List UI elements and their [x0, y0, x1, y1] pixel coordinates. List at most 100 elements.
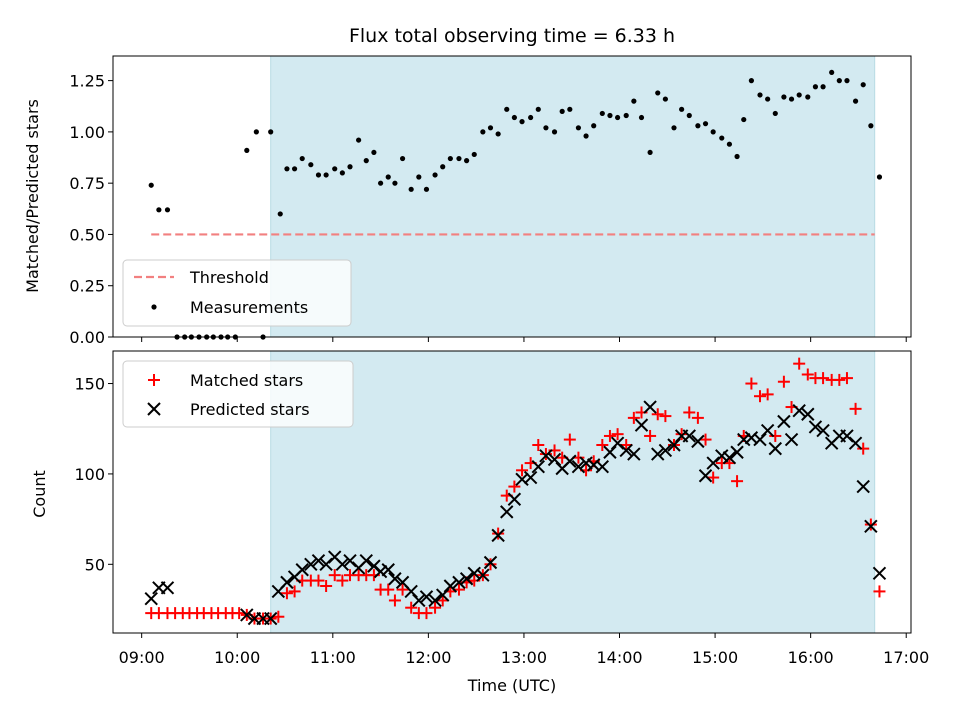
top-ytick-label: 0.25	[69, 277, 105, 296]
predicted-star-point	[848, 436, 863, 450]
measurement-point	[528, 114, 534, 121]
measurement-point	[623, 112, 629, 119]
predicted-star-point	[864, 519, 878, 534]
measurement-point	[765, 96, 771, 102]
measurement-point	[447, 155, 453, 162]
matched-star-point	[620, 439, 633, 451]
predicted-star-point	[160, 581, 175, 595]
bottom-ytick-label: 100	[74, 465, 105, 484]
matched-star-point	[396, 583, 409, 596]
ylabel-top: Matched/Predicted stars	[23, 99, 42, 293]
predicted-star-point	[459, 572, 474, 586]
predicted-star-point	[777, 414, 791, 429]
measurement-point	[392, 180, 398, 186]
matched-star-point	[777, 375, 790, 388]
matched-star-point	[429, 601, 442, 614]
measurement-point	[719, 135, 725, 141]
top-ytick-label: 0.00	[69, 328, 105, 347]
panel-top-ratio: Threshold Measurements 0.00 0.25 0.50 0.75 1…	[69, 55, 912, 347]
measurement-point	[308, 162, 314, 168]
predicted-star-point	[483, 555, 498, 570]
predicted-star-point	[801, 407, 815, 421]
bottom-ytick-label: 150	[74, 375, 105, 394]
predicted-star-point	[808, 420, 823, 434]
predicted-star-point	[539, 449, 553, 463]
top-ytick-label: 1.25	[69, 72, 105, 91]
matched-star-point	[840, 372, 853, 385]
predicted-star-point	[658, 443, 673, 458]
matched-star-point	[691, 411, 704, 424]
matched-star-point	[627, 411, 640, 424]
measurement-point	[788, 96, 795, 102]
measurement-point	[408, 186, 414, 192]
measurement-point	[323, 172, 329, 178]
legend-predicted-swatch	[147, 402, 161, 416]
predicted-star-point	[381, 563, 395, 577]
predicted-star-point	[419, 590, 434, 604]
measurement-point	[440, 164, 446, 170]
measurement-point	[695, 123, 701, 129]
matched-star-point	[644, 429, 657, 442]
matched-star-point	[731, 475, 744, 488]
matched-star-point	[651, 408, 664, 421]
predicted-star-point	[768, 441, 782, 456]
predicted-star-point	[507, 492, 522, 506]
predicted-star-point	[643, 400, 657, 414]
predicted-star-point	[295, 563, 309, 577]
measurement-point	[299, 155, 305, 162]
measurement-point	[495, 131, 501, 137]
predicted-star-point	[691, 434, 705, 449]
top-ytick-label: 1.00	[69, 123, 105, 142]
measurement-point	[156, 207, 162, 213]
matched-star-point	[833, 373, 846, 386]
matched-star-point	[484, 558, 497, 571]
matched-star-point	[233, 607, 246, 620]
predicted-star-point	[523, 470, 538, 485]
predicted-star-point	[619, 443, 633, 458]
legend-matched-swatch	[148, 374, 160, 386]
measurement-point	[399, 155, 406, 162]
measurement-point	[599, 110, 605, 117]
measurement-point	[339, 170, 345, 176]
matched-star-point	[754, 390, 767, 403]
measurement-point	[772, 110, 778, 117]
predicted-star-point	[476, 568, 490, 582]
predicted-star-point	[452, 575, 466, 590]
matched-star-point	[288, 585, 301, 598]
measurement-point	[655, 90, 661, 96]
predicted-star-point	[579, 456, 593, 470]
bottom-xtick-label: 11:00	[310, 648, 356, 667]
panel-bottom-count: Matched stars Predicted stars 50 100 150 0…	[74, 350, 929, 667]
matched-star-point	[769, 429, 782, 442]
legend-measurements-swatch	[151, 304, 157, 310]
panel-bottom-frame	[112, 350, 912, 634]
predicted-star-point	[304, 557, 318, 572]
measurement-point	[702, 121, 709, 127]
legend-top: Threshold Measurements	[122, 259, 352, 327]
measurement-point	[812, 84, 819, 90]
measurement-point	[876, 174, 883, 180]
matched-star-point	[328, 569, 341, 582]
measurement-point	[347, 164, 353, 170]
measurement-point	[551, 129, 558, 135]
predicted-star-point	[373, 564, 388, 579]
measurement-point	[277, 211, 283, 217]
xlabel-bottom: Time (UTC)	[467, 676, 556, 695]
measurement-point	[416, 174, 422, 180]
predicted-star-point	[634, 418, 649, 432]
matched-star-point	[873, 585, 886, 598]
matched-star-point	[801, 368, 814, 381]
measurement-point	[852, 98, 859, 104]
legend-threshold-label: Threshold	[189, 268, 269, 287]
matched-star-point	[707, 471, 720, 484]
matched-star-point	[761, 388, 774, 401]
measurement-point	[575, 125, 582, 131]
bottom-xtick-label: 09:00	[119, 648, 165, 667]
measurement-point	[164, 207, 171, 213]
measurement-point	[284, 166, 290, 172]
measurement-point	[583, 133, 589, 139]
matched-star-point	[320, 580, 333, 592]
predicted-star-point	[443, 579, 458, 593]
measurement-point	[363, 158, 369, 164]
